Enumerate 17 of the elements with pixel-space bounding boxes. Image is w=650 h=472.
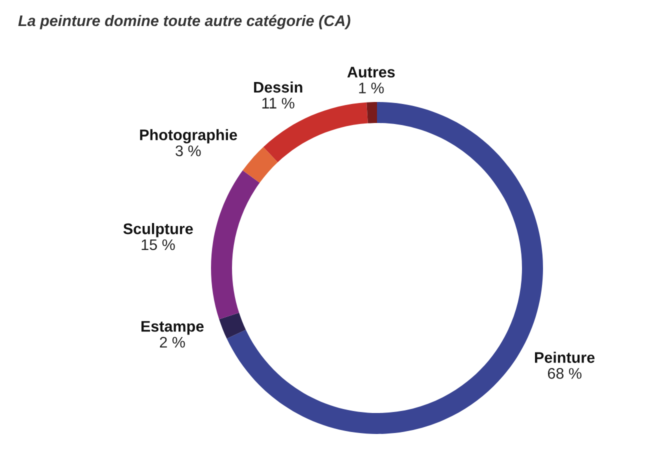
- chart-title: La peinture domine toute autre catégorie (CA): [18, 14, 350, 30]
- data-label: 68 %: [548, 368, 582, 379]
- slice-label: Estampe: [141, 321, 204, 335]
- data-label: 11 %: [262, 98, 294, 109]
- donut-slice: [242, 146, 278, 183]
- slice-label: Peinture: [535, 352, 595, 363]
- data-label: 3 %: [176, 145, 201, 156]
- donut-slice: [211, 170, 260, 320]
- donut-slice: [219, 312, 246, 339]
- donut-slice: [366, 102, 377, 124]
- slice-label: Sculpture: [123, 223, 193, 238]
- data-label: 1 %: [359, 82, 384, 94]
- slice-label: Photographie: [140, 129, 238, 144]
- slice-label: Autres: [347, 66, 395, 78]
- data-label: 15 %: [142, 239, 175, 250]
- data-label: 2 %: [160, 336, 185, 348]
- slice-label: Dessin: [254, 81, 302, 93]
